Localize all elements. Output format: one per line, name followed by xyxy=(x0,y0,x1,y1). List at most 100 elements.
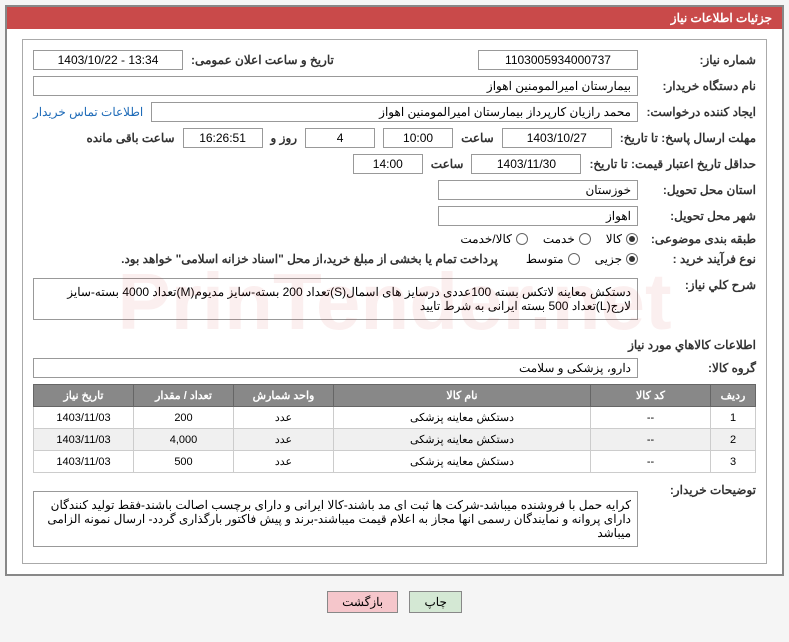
buyer-notes-label: توضیحات خریدار: xyxy=(646,483,756,497)
table-cell: 1403/11/03 xyxy=(34,429,134,451)
province-value: خوزستان xyxy=(438,180,638,200)
row-goods-group: گروه کالا: دارو، پزشکی و سلامت xyxy=(33,358,756,378)
days-and-label: روز و xyxy=(271,131,298,145)
table-cell: عدد xyxy=(234,451,334,473)
radio-goods[interactable]: کالا xyxy=(606,232,638,246)
goods-table: ردیف کد کالا نام کالا واحد شمارش تعداد /… xyxy=(33,384,756,473)
goods-group-value: دارو، پزشکی و سلامت xyxy=(33,358,638,378)
radio-medium-input[interactable] xyxy=(568,253,580,265)
time-label-1: ساعت xyxy=(461,131,494,145)
radio-service[interactable]: خدمت xyxy=(543,232,591,246)
buyer-org-label: نام دستگاه خریدار: xyxy=(646,79,756,93)
radio-minor-input[interactable] xyxy=(626,253,638,265)
th-row: ردیف xyxy=(711,385,756,407)
requester-value: محمد رازیان کارپرداز بیمارستان امیرالموم… xyxy=(151,102,638,122)
goods-group-label: گروه کالا: xyxy=(646,361,756,375)
row-need-number: شماره نیاز: 1103005934000737 تاریخ و ساع… xyxy=(33,50,756,70)
radio-goods-input[interactable] xyxy=(626,233,638,245)
table-cell: -- xyxy=(591,451,711,473)
purchase-radio-group: جزیی متوسط xyxy=(526,252,638,266)
table-cell: عدد xyxy=(234,429,334,451)
table-header-row: ردیف کد کالا نام کالا واحد شمارش تعداد /… xyxy=(34,385,756,407)
row-requester: ایجاد کننده درخواست: محمد رازیان کارپردا… xyxy=(33,102,756,122)
radio-service-input[interactable] xyxy=(579,233,591,245)
radio-service-label: خدمت xyxy=(543,232,575,246)
table-row: 1--دستکش معاینه پزشکیعدد2001403/11/03 xyxy=(34,407,756,429)
row-province: استان محل تحویل: خوزستان xyxy=(33,180,756,200)
table-cell: 2 xyxy=(711,429,756,451)
th-date: تاریخ نیاز xyxy=(34,385,134,407)
table-row: 3--دستکش معاینه پزشکیعدد5001403/11/03 xyxy=(34,451,756,473)
purchase-type-label: نوع فرآیند خرید : xyxy=(646,252,756,266)
th-qty: تعداد / مقدار xyxy=(134,385,234,407)
buyer-org-value: بیمارستان امیرالمومنین اهواز xyxy=(33,76,638,96)
table-cell: دستکش معاینه پزشکی xyxy=(334,429,591,451)
response-date: 1403/10/27 xyxy=(502,128,612,148)
table-cell: دستکش معاینه پزشکی xyxy=(334,407,591,429)
radio-medium[interactable]: متوسط xyxy=(526,252,580,266)
radio-both-input[interactable] xyxy=(516,233,528,245)
announce-date-label: تاریخ و ساعت اعلان عمومی: xyxy=(191,53,334,67)
city-label: شهر محل تحویل: xyxy=(646,209,756,223)
time-label-2: ساعت xyxy=(431,157,464,171)
table-cell: 1403/11/03 xyxy=(34,407,134,429)
back-button[interactable]: بازگشت xyxy=(327,591,398,613)
radio-both-label: کالا/خدمت xyxy=(460,232,511,246)
city-value: اهواز xyxy=(438,206,638,226)
table-cell: 3 xyxy=(711,451,756,473)
radio-medium-label: متوسط xyxy=(526,252,564,266)
goods-section-title: اطلاعات کالاهاي مورد نياز xyxy=(33,338,756,352)
category-label: طبقه بندی موضوعی: xyxy=(646,232,756,246)
countdown: 16:26:51 xyxy=(183,128,263,148)
days-remaining: 4 xyxy=(305,128,375,148)
row-response-deadline: مهلت ارسال پاسخ: تا تاریخ: 1403/10/27 سا… xyxy=(33,128,756,148)
need-number-value: 1103005934000737 xyxy=(478,50,638,70)
row-purchase-type: نوع فرآیند خرید : جزیی متوسط پرداخت تمام… xyxy=(33,252,756,266)
row-validity: حداقل تاریخ اعتبار قیمت: تا تاریخ: 1403/… xyxy=(33,154,756,174)
th-code: کد کالا xyxy=(591,385,711,407)
th-unit: واحد شمارش xyxy=(234,385,334,407)
payment-note: پرداخت تمام یا بخشی از مبلغ خرید،از محل … xyxy=(121,252,498,266)
province-label: استان محل تحویل: xyxy=(646,183,756,197)
panel-title: جزئیات اطلاعات نیاز xyxy=(671,11,772,25)
radio-goods-label: کالا xyxy=(606,232,622,246)
response-until-label: مهلت ارسال پاسخ: تا تاریخ: xyxy=(620,131,756,145)
table-cell: 1403/11/03 xyxy=(34,451,134,473)
table-cell: 200 xyxy=(134,407,234,429)
print-button[interactable]: چاپ xyxy=(409,591,461,613)
validity-label: حداقل تاریخ اعتبار قیمت: تا تاریخ: xyxy=(589,157,756,171)
validity-time: 14:00 xyxy=(353,154,423,174)
validity-date: 1403/11/30 xyxy=(471,154,581,174)
overall-desc: دستکش معاینه لاتکس بسته 100عددی درسایز ه… xyxy=(33,278,638,320)
radio-minor[interactable]: جزیی xyxy=(595,252,638,266)
table-cell: -- xyxy=(591,429,711,451)
row-category: طبقه بندی موضوعی: کالا خدمت کالا/خدمت xyxy=(33,232,756,246)
response-time: 10:00 xyxy=(383,128,453,148)
radio-minor-label: جزیی xyxy=(595,252,622,266)
inner-border: شماره نیاز: 1103005934000737 تاریخ و ساع… xyxy=(22,39,767,564)
overall-label: شرح کلي نياز: xyxy=(646,278,756,292)
button-bar: چاپ بازگشت xyxy=(0,581,789,623)
row-buyer-org: نام دستگاه خریدار: بیمارستان امیرالمومنی… xyxy=(33,76,756,96)
announce-date-value: 1403/10/22 - 13:34 xyxy=(33,50,183,70)
buyer-notes: کرایه حمل با فروشنده میباشد-شرکت ها ثبت … xyxy=(33,491,638,547)
th-name: نام کالا xyxy=(334,385,591,407)
category-radio-group: کالا خدمت کالا/خدمت xyxy=(460,232,638,246)
table-cell: 500 xyxy=(134,451,234,473)
requester-label: ایجاد کننده درخواست: xyxy=(646,105,756,119)
row-buyer-notes: توضیحات خریدار: کرایه حمل با فروشنده میب… xyxy=(33,483,756,547)
table-cell: 4,000 xyxy=(134,429,234,451)
contact-link[interactable]: اطلاعات تماس خریدار xyxy=(33,105,143,119)
panel-content: PrinTender.net شماره نیاز: 1103005934000… xyxy=(7,29,782,574)
remaining-label: ساعت باقی مانده xyxy=(86,131,174,145)
row-overall-desc: شرح کلي نياز: دستکش معاینه لاتکس بسته 10… xyxy=(33,278,756,328)
main-panel: جزئیات اطلاعات نیاز PrinTender.net شماره… xyxy=(5,5,784,576)
row-city: شهر محل تحویل: اهواز xyxy=(33,206,756,226)
table-cell: -- xyxy=(591,407,711,429)
table-row: 2--دستکش معاینه پزشکیعدد4,0001403/11/03 xyxy=(34,429,756,451)
radio-both[interactable]: کالا/خدمت xyxy=(460,232,527,246)
panel-header: جزئیات اطلاعات نیاز xyxy=(7,7,782,29)
table-cell: 1 xyxy=(711,407,756,429)
table-cell: دستکش معاینه پزشکی xyxy=(334,451,591,473)
need-number-label: شماره نیاز: xyxy=(646,53,756,67)
